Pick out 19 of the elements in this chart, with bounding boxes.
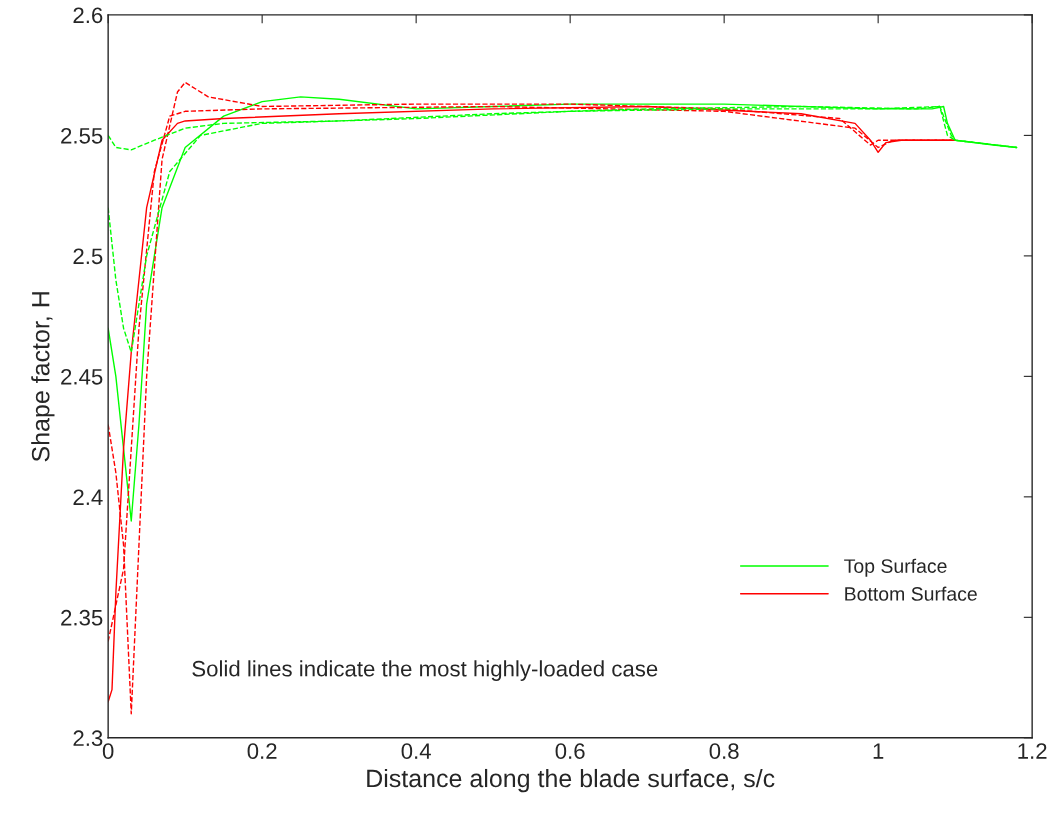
x-tick-label: 0.2 [247, 743, 277, 759]
y-tick-label: 2.4 [73, 489, 103, 505]
y-axis-title: Shape factor, H [31, 292, 55, 462]
annotation: Solid lines indicate the most highly-loaded case [192, 660, 658, 681]
x-tick-label: 0.8 [709, 743, 739, 759]
x-tick-label: 0 [102, 743, 114, 759]
x-tick-label: 1.2 [1018, 743, 1047, 759]
y-tick-label: 2.55 [61, 127, 103, 144]
x-axis-title: Distance along the blade surface, s/c [367, 768, 775, 793]
x-tick-label: 0.4 [401, 743, 431, 759]
x-tick-label: 1 [873, 743, 884, 759]
y-tick-label: 2.5 [73, 248, 103, 265]
legend-label: Top Surface [844, 558, 947, 577]
y-tick-label: 2.35 [61, 609, 103, 626]
x-tick-label: 0.6 [555, 743, 585, 759]
legend-label: Bottom Surface [845, 586, 977, 601]
y-tick-label: 2.3 [73, 730, 103, 747]
y-tick-label: 2.45 [61, 368, 103, 385]
y-tick-label: 2.6 [73, 7, 103, 24]
